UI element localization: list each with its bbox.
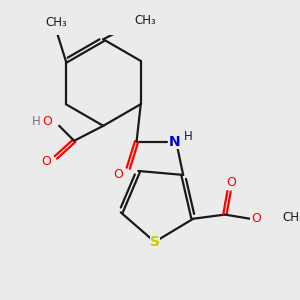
Text: H: H	[184, 130, 193, 143]
Text: S: S	[150, 235, 160, 249]
Text: N: N	[169, 135, 181, 148]
Text: O: O	[252, 212, 261, 225]
Text: O: O	[41, 155, 51, 168]
Text: H: H	[32, 115, 41, 128]
Text: O: O	[226, 176, 236, 190]
Text: CH₃: CH₃	[135, 14, 157, 28]
Text: O: O	[113, 168, 123, 182]
Text: CH₃: CH₃	[45, 16, 67, 29]
Text: O: O	[43, 115, 52, 128]
Text: CH₃: CH₃	[282, 211, 300, 224]
